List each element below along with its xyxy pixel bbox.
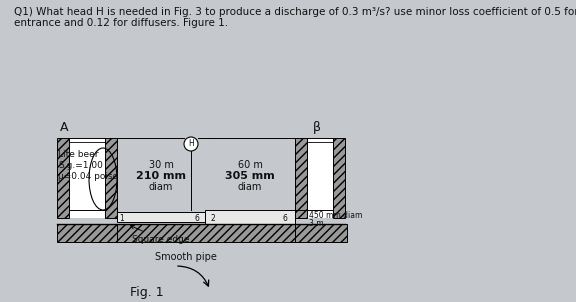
Text: diam: diam xyxy=(238,182,262,192)
Bar xyxy=(105,138,117,218)
Text: A: A xyxy=(60,121,69,134)
Text: Lite beer: Lite beer xyxy=(58,150,98,159)
Text: 6: 6 xyxy=(283,214,287,223)
Bar xyxy=(295,138,307,218)
Text: 305 mm: 305 mm xyxy=(225,171,275,181)
Text: Smooth pipe: Smooth pipe xyxy=(155,252,217,262)
Circle shape xyxy=(184,137,198,151)
Text: β: β xyxy=(313,121,321,134)
Bar xyxy=(69,138,105,218)
Bar xyxy=(57,138,69,218)
Bar xyxy=(307,138,345,218)
Text: 30 m: 30 m xyxy=(149,160,173,170)
Text: 2: 2 xyxy=(211,214,215,223)
Text: 6: 6 xyxy=(195,214,199,223)
Text: Square edge: Square edge xyxy=(131,226,190,244)
Text: μ=0.04 poise: μ=0.04 poise xyxy=(58,172,118,181)
Bar xyxy=(117,212,205,222)
Bar xyxy=(293,224,347,242)
Text: 1: 1 xyxy=(120,214,124,223)
Text: 3 m: 3 m xyxy=(309,219,324,228)
Text: 210 mm: 210 mm xyxy=(136,171,186,181)
Bar xyxy=(57,224,117,242)
Bar xyxy=(117,224,295,242)
Text: Fig. 1: Fig. 1 xyxy=(130,286,164,299)
Text: Q1) What head H is needed in Fig. 3 to produce a discharge of 0.3 m³/s? use mino: Q1) What head H is needed in Fig. 3 to p… xyxy=(14,7,576,17)
Text: entrance and 0.12 for diffusers. Figure 1.: entrance and 0.12 for diffusers. Figure … xyxy=(14,18,228,28)
Bar xyxy=(333,138,345,218)
Text: S.g.=1.00: S.g.=1.00 xyxy=(58,161,103,170)
Text: 450 mm diam: 450 mm diam xyxy=(309,211,362,220)
Text: diam: diam xyxy=(149,182,173,192)
Bar xyxy=(205,210,295,224)
Text: 60 m: 60 m xyxy=(237,160,263,170)
Text: H: H xyxy=(188,140,194,149)
